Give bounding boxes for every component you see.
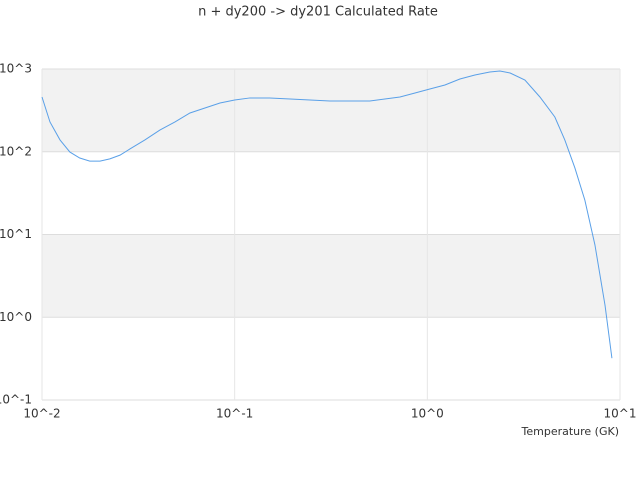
x-tick-label: 10^-2 [23, 407, 60, 421]
y-tick-label: 10^2 [0, 144, 32, 158]
grid-band [42, 317, 620, 400]
x-tick-label: 10^-1 [216, 407, 253, 421]
x-axis-label: Temperature (GK) [521, 425, 620, 438]
x-tick-label: 10^1 [604, 407, 637, 421]
x-tick-label: 10^0 [411, 407, 444, 421]
y-tick-label: 10^-1 [0, 393, 32, 407]
grid-band [42, 234, 620, 318]
data-line [41, 70, 613, 359]
grid-band [42, 151, 620, 235]
y-tick-label: 10^3 [0, 62, 32, 76]
grid-band [42, 69, 620, 152]
chart-title: n + dy200 -> dy201 Calculated Rate [198, 5, 438, 20]
y-tick-label: 10^1 [0, 227, 32, 241]
y-tick-label: 10^0 [0, 310, 32, 324]
